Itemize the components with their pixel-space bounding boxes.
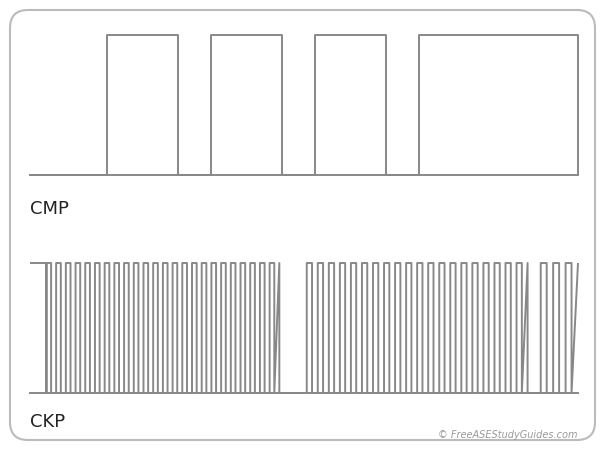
FancyBboxPatch shape (10, 10, 595, 440)
Text: © FreeASEStudyGuides.com: © FreeASEStudyGuides.com (439, 430, 578, 440)
Text: CKP: CKP (30, 413, 65, 431)
Text: CMP: CMP (30, 200, 69, 218)
